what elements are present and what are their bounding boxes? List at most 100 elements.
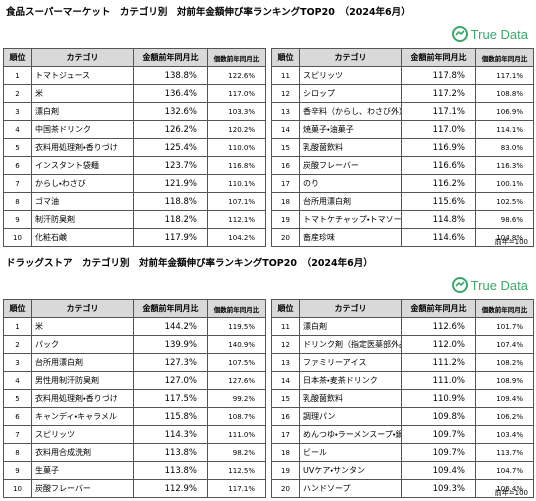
cell: 漂白剤 (31, 102, 134, 121)
cell: 20 (271, 479, 300, 498)
cell: 炭酸フレーバー (299, 156, 402, 175)
row: 2 パック 139.9% 140.9% (3, 335, 266, 354)
row: 13 香辛料（からし、わさび外） 117.1% 106.9% (271, 102, 534, 121)
cell: 107.5% (207, 353, 266, 372)
column-header: 金額前年同月比 (401, 299, 476, 318)
row: 12 シロップ 117.2% 108.8% (271, 84, 534, 103)
cell: 2 (3, 84, 32, 103)
column-header: 個数前年同月比 (207, 48, 266, 67)
cell: 111.0% (401, 371, 476, 390)
logo-text: True Data (470, 26, 528, 42)
cell: 13 (271, 102, 300, 121)
cell: 化粧石鹸 (31, 228, 134, 247)
row: 2 米 136.4% 117.0% (3, 84, 266, 103)
column-header: 金額前年同月比 (401, 48, 476, 67)
cell: 衣料用処理剤・香りづけ (31, 138, 134, 157)
row: 7 スピリッツ 114.3% 111.0% (3, 425, 266, 444)
cell: 113.7% (475, 443, 534, 462)
column-header: カテゴリ (31, 299, 134, 318)
cell: 3 (3, 353, 32, 372)
cell: 116.8% (207, 156, 266, 175)
note: 前年=100 (494, 238, 528, 246)
cell: 83.0% (475, 138, 534, 157)
row: 3 漂白剤 132.6% 103.3% (3, 102, 266, 121)
cell: 123.7% (133, 156, 208, 175)
row: 9 生菓子 113.8% 112.5% (3, 461, 266, 480)
cell: 138.8% (133, 66, 208, 85)
cell: 119.5% (207, 317, 266, 336)
cell: 103.4% (475, 425, 534, 444)
cell: 125.4% (133, 138, 208, 157)
logo-icon (451, 277, 468, 293)
row: 20 畜産珍味 114.6% 104.8% (271, 228, 534, 247)
cell: 98.2% (207, 443, 266, 462)
cell: 台所用漂白剤 (31, 353, 134, 372)
cell: 117.5% (133, 389, 208, 408)
row: 19 UVケア・サンタン 109.4% 104.7% (271, 461, 534, 480)
cell: 中国茶ドリンク (31, 120, 134, 139)
row: 20 ハンドソープ 109.3% 106.4% (271, 479, 534, 498)
cell: 102.5% (475, 192, 534, 211)
cell: 117.0% (401, 120, 476, 139)
cell: 108.7% (207, 407, 266, 426)
cell: トマトケチャップ・トマソース (299, 210, 402, 229)
row: 1 米 144.2% 119.5% (3, 317, 266, 336)
cell: 116.9% (401, 138, 476, 157)
row: 18 ビール 109.7% 113.7% (271, 443, 534, 462)
cell: 118.8% (133, 192, 208, 211)
row: 4 中国茶ドリンク 126.2% 120.2% (3, 120, 266, 139)
cell: 18 (271, 192, 300, 211)
cell: 116.2% (401, 174, 476, 193)
cell: 112.6% (401, 317, 476, 336)
cell: 127.0% (133, 371, 208, 390)
cell: 1 (3, 317, 32, 336)
cell: 炭酸フレーバー (31, 479, 134, 498)
cell: ハンドソープ (299, 479, 402, 498)
cell: 9 (3, 210, 32, 229)
cell: 衣料用合成洗剤 (31, 443, 134, 462)
column-header: 個数前年同月比 (475, 48, 534, 67)
cell: 117.1% (475, 66, 534, 85)
cell: 139.9% (133, 335, 208, 354)
cell: 109.3% (401, 479, 476, 498)
row: 5 衣料用処理剤・香りづけ 125.4% 110.0% (3, 138, 266, 157)
cell: 104.2% (207, 228, 266, 247)
cell: 120.2% (207, 120, 266, 139)
cell: 12 (271, 335, 300, 354)
column-header: カテゴリ (299, 299, 402, 318)
cell: 106.4% (475, 479, 534, 498)
cell: 117.2% (401, 84, 476, 103)
cell: シロップ (299, 84, 402, 103)
logo: True Data (451, 277, 528, 293)
cell: 127.3% (133, 353, 208, 372)
cell: 2 (3, 335, 32, 354)
cell: ドリンク剤（指定医薬部外品） (299, 335, 402, 354)
cell: 15 (271, 389, 300, 408)
cell: トマトジュース (31, 66, 134, 85)
cell: 122.6% (207, 66, 266, 85)
cell: 106.9% (475, 102, 534, 121)
cell: 5 (3, 389, 32, 408)
header-row: 順位 カテゴリ 金額前年同月比 個数前年同月比 (3, 48, 266, 67)
cell: 11 (271, 66, 300, 85)
note: 前年=100 (494, 489, 528, 497)
cell: 114.3% (133, 425, 208, 444)
column-header: 順位 (3, 299, 32, 318)
cell: 116.6% (401, 156, 476, 175)
row: 13 ファミリーアイス 111.2% 108.2% (271, 353, 534, 372)
cell: 109.4% (401, 461, 476, 480)
cell: 108.2% (475, 353, 534, 372)
cell: パック (31, 335, 134, 354)
cell: 115.6% (401, 192, 476, 211)
cell: 台所用漂白剤 (299, 192, 402, 211)
cell: スピリッツ (31, 425, 134, 444)
cell: 14 (271, 371, 300, 390)
row: 10 化粧石鹸 117.9% 104.2% (3, 228, 266, 247)
cell: 112.9% (133, 479, 208, 498)
cell: 114.6% (401, 228, 476, 247)
cell: 20 (271, 228, 300, 247)
cell: 114.1% (475, 120, 534, 139)
cell: 126.2% (133, 120, 208, 139)
column-header: 個数前年同月比 (207, 299, 266, 318)
